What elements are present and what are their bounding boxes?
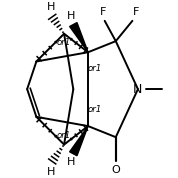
Polygon shape: [70, 23, 88, 52]
Text: or1: or1: [57, 131, 71, 140]
Text: or1: or1: [88, 64, 102, 73]
Polygon shape: [70, 126, 88, 156]
Text: O: O: [111, 165, 120, 175]
Text: N: N: [133, 83, 143, 96]
Text: or1: or1: [57, 38, 71, 48]
Text: H: H: [47, 167, 55, 177]
Text: H: H: [47, 2, 55, 12]
Text: F: F: [133, 7, 139, 17]
Text: H: H: [67, 11, 76, 21]
Text: F: F: [100, 7, 106, 17]
Text: or1: or1: [88, 105, 102, 114]
Text: H: H: [67, 158, 76, 167]
